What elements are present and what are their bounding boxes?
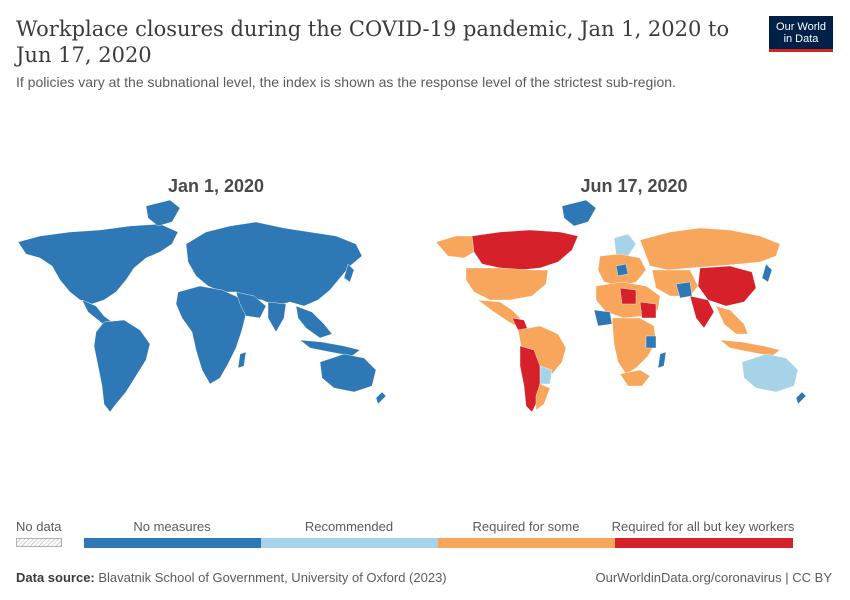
legend-label-required-all[interactable]: Required for all but key workers bbox=[611, 519, 795, 534]
legend-bar-no-measures bbox=[84, 538, 261, 548]
right-usa bbox=[465, 267, 549, 301]
left-southeast-asia bbox=[295, 305, 333, 339]
left-map-title: Jan 1, 2020 bbox=[167, 176, 265, 196]
right-alaska bbox=[435, 235, 475, 259]
owid-logo[interactable]: Our World in Data bbox=[769, 16, 833, 52]
right-mexico bbox=[477, 299, 521, 327]
right-argentina bbox=[535, 383, 551, 411]
right-china bbox=[697, 265, 757, 307]
right-europe-blue bbox=[615, 263, 629, 277]
data-source-text[interactable]: Blavatnik School of Government, Universi… bbox=[98, 570, 447, 585]
left-middle-east bbox=[235, 291, 267, 319]
left-japan bbox=[343, 263, 355, 283]
right-india bbox=[689, 295, 715, 329]
left-madagascar bbox=[237, 351, 247, 369]
legend-label-required-some[interactable]: Required for some bbox=[472, 519, 580, 534]
left-africa bbox=[175, 285, 247, 385]
left-greenland bbox=[145, 199, 181, 227]
right-sudan-red bbox=[639, 301, 657, 319]
left-indonesia bbox=[299, 339, 361, 357]
chart-subtitle: If policies vary at the subnational leve… bbox=[16, 74, 676, 90]
legend-bar-required-all bbox=[615, 538, 793, 548]
left-india bbox=[267, 301, 287, 333]
legend-no-data-swatch[interactable] bbox=[16, 538, 62, 547]
right-map-title: Jun 17, 2020 bbox=[580, 176, 688, 196]
right-world-map[interactable] bbox=[435, 199, 807, 413]
right-south-africa bbox=[619, 369, 651, 387]
data-source-label: Data source: bbox=[16, 570, 95, 585]
footer-credit[interactable]: OurWorldinData.org/coronavirus | CC BY bbox=[595, 570, 832, 585]
right-madagascar bbox=[657, 351, 667, 369]
right-indonesia bbox=[719, 339, 781, 357]
left-north-america bbox=[17, 223, 179, 305]
legend-label-recommended[interactable]: Recommended bbox=[304, 519, 394, 534]
left-new-zealand bbox=[375, 391, 387, 405]
right-west-africa-blue bbox=[593, 309, 613, 327]
right-east-africa-blue bbox=[645, 335, 657, 349]
right-new-zealand bbox=[795, 391, 807, 405]
legend-bar-recommended bbox=[261, 538, 438, 548]
right-brazil-lightblue bbox=[539, 365, 553, 385]
legend-bars bbox=[84, 538, 793, 548]
right-iran-afg bbox=[675, 281, 693, 299]
left-australia bbox=[319, 353, 377, 393]
legend-label-no-measures[interactable]: No measures bbox=[133, 519, 211, 534]
right-russia bbox=[639, 227, 781, 271]
logo-line-2: in Data bbox=[783, 32, 819, 45]
chart-title: Workplace closures during the COVID-19 p… bbox=[16, 17, 730, 67]
right-japan bbox=[761, 263, 773, 283]
legend-bar-required-some bbox=[438, 538, 615, 548]
legend-no-data-label: No data bbox=[16, 519, 62, 534]
logo-line-1: Our World bbox=[776, 20, 826, 33]
right-libya-red bbox=[619, 287, 637, 305]
right-central-africa bbox=[611, 317, 657, 375]
right-australia bbox=[741, 353, 799, 393]
left-world-map[interactable] bbox=[17, 199, 387, 413]
right-southeast-asia bbox=[715, 305, 749, 335]
data-source: Data source: Blavatnik School of Governm… bbox=[16, 570, 447, 585]
left-south-america bbox=[93, 319, 151, 413]
right-scandinavia bbox=[613, 233, 637, 257]
right-canada bbox=[471, 229, 579, 271]
right-greenland bbox=[561, 199, 597, 227]
